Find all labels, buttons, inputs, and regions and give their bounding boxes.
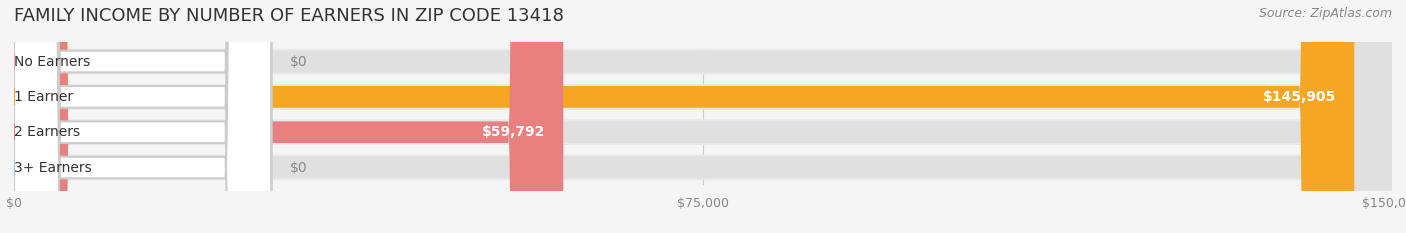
FancyBboxPatch shape bbox=[14, 49, 1392, 74]
FancyBboxPatch shape bbox=[14, 120, 1392, 145]
FancyBboxPatch shape bbox=[14, 84, 1392, 110]
FancyBboxPatch shape bbox=[14, 0, 564, 233]
FancyBboxPatch shape bbox=[14, 0, 271, 233]
Text: 1 Earner: 1 Earner bbox=[14, 90, 73, 104]
Text: 3+ Earners: 3+ Earners bbox=[14, 161, 91, 175]
FancyBboxPatch shape bbox=[14, 0, 1354, 233]
Text: No Earners: No Earners bbox=[14, 55, 90, 69]
FancyBboxPatch shape bbox=[14, 0, 271, 233]
FancyBboxPatch shape bbox=[14, 0, 1392, 233]
Text: $0: $0 bbox=[290, 161, 308, 175]
FancyBboxPatch shape bbox=[14, 0, 271, 233]
FancyBboxPatch shape bbox=[14, 0, 1392, 233]
FancyBboxPatch shape bbox=[14, 0, 271, 233]
Text: $0: $0 bbox=[290, 55, 308, 69]
Text: FAMILY INCOME BY NUMBER OF EARNERS IN ZIP CODE 13418: FAMILY INCOME BY NUMBER OF EARNERS IN ZI… bbox=[14, 7, 564, 25]
FancyBboxPatch shape bbox=[14, 155, 1392, 180]
Text: Source: ZipAtlas.com: Source: ZipAtlas.com bbox=[1258, 7, 1392, 20]
Text: $59,792: $59,792 bbox=[481, 125, 546, 139]
FancyBboxPatch shape bbox=[14, 0, 1392, 233]
Text: $145,905: $145,905 bbox=[1263, 90, 1336, 104]
Text: 2 Earners: 2 Earners bbox=[14, 125, 80, 139]
FancyBboxPatch shape bbox=[14, 0, 1392, 233]
